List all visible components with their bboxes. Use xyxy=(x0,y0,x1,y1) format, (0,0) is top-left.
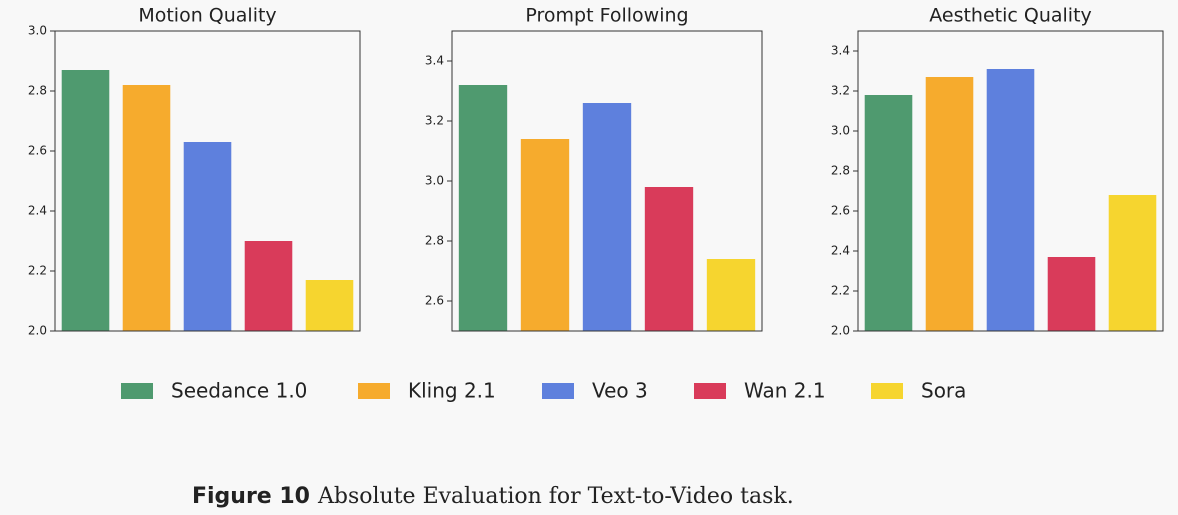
y-tick-label: 2.2 xyxy=(28,264,47,278)
bar xyxy=(305,280,354,331)
bar xyxy=(582,103,632,331)
legend-label: Kling 2.1 xyxy=(408,379,496,403)
bar xyxy=(122,85,171,331)
plot-frame xyxy=(54,30,361,332)
bar xyxy=(864,95,913,331)
chart-title: Aesthetic Quality xyxy=(929,5,1092,27)
legend-label: Seedance 1.0 xyxy=(171,379,307,403)
bar xyxy=(244,241,293,331)
y-tick-label: 3.4 xyxy=(425,54,444,68)
y-tick-label: 3.0 xyxy=(425,174,444,188)
bar xyxy=(986,69,1035,331)
y-tick-label: 2.8 xyxy=(425,234,444,248)
bar xyxy=(183,142,232,331)
legend-label: Sora xyxy=(921,379,966,403)
bar xyxy=(458,85,508,331)
y-tick-label: 2.6 xyxy=(425,294,444,308)
legend-swatch xyxy=(542,383,574,399)
y-tick-label: 2.4 xyxy=(831,244,850,258)
bar xyxy=(1108,195,1157,331)
y-tick-label: 3.0 xyxy=(831,124,850,138)
y-tick-label: 2.8 xyxy=(28,84,47,98)
plot-frame xyxy=(857,30,1164,332)
y-tick-label: 2.2 xyxy=(831,284,850,298)
y-tick-label: 2.6 xyxy=(28,144,47,158)
legend-label: Veo 3 xyxy=(592,379,648,403)
legend-swatch xyxy=(121,383,153,399)
bar xyxy=(61,70,110,331)
legend-label: Wan 2.1 xyxy=(744,379,826,403)
y-tick-label: 2.6 xyxy=(831,204,850,218)
chart-title: Motion Quality xyxy=(138,5,276,27)
y-tick-label: 2.8 xyxy=(831,164,850,178)
caption-text: Absolute Evaluation for Text-to-Video ta… xyxy=(317,484,794,509)
bar xyxy=(520,139,570,331)
y-tick-label: 2.0 xyxy=(28,324,47,338)
plot-frame xyxy=(451,30,763,332)
y-tick-label: 2.4 xyxy=(28,204,47,218)
y-tick-label: 3.2 xyxy=(831,84,850,98)
bar xyxy=(706,259,756,331)
legend-swatch xyxy=(358,383,390,399)
bar xyxy=(644,187,694,331)
caption-label: Figure 10 xyxy=(192,484,310,509)
bar xyxy=(1047,257,1096,331)
chart-title: Prompt Following xyxy=(525,5,688,27)
y-tick-label: 3.4 xyxy=(831,44,850,58)
legend-swatch xyxy=(871,383,903,399)
y-tick-label: 2.0 xyxy=(831,324,850,338)
bar xyxy=(925,77,974,331)
legend-swatch xyxy=(694,383,726,399)
y-tick-label: 3.2 xyxy=(425,114,444,128)
y-tick-label: 3.0 xyxy=(28,24,47,38)
